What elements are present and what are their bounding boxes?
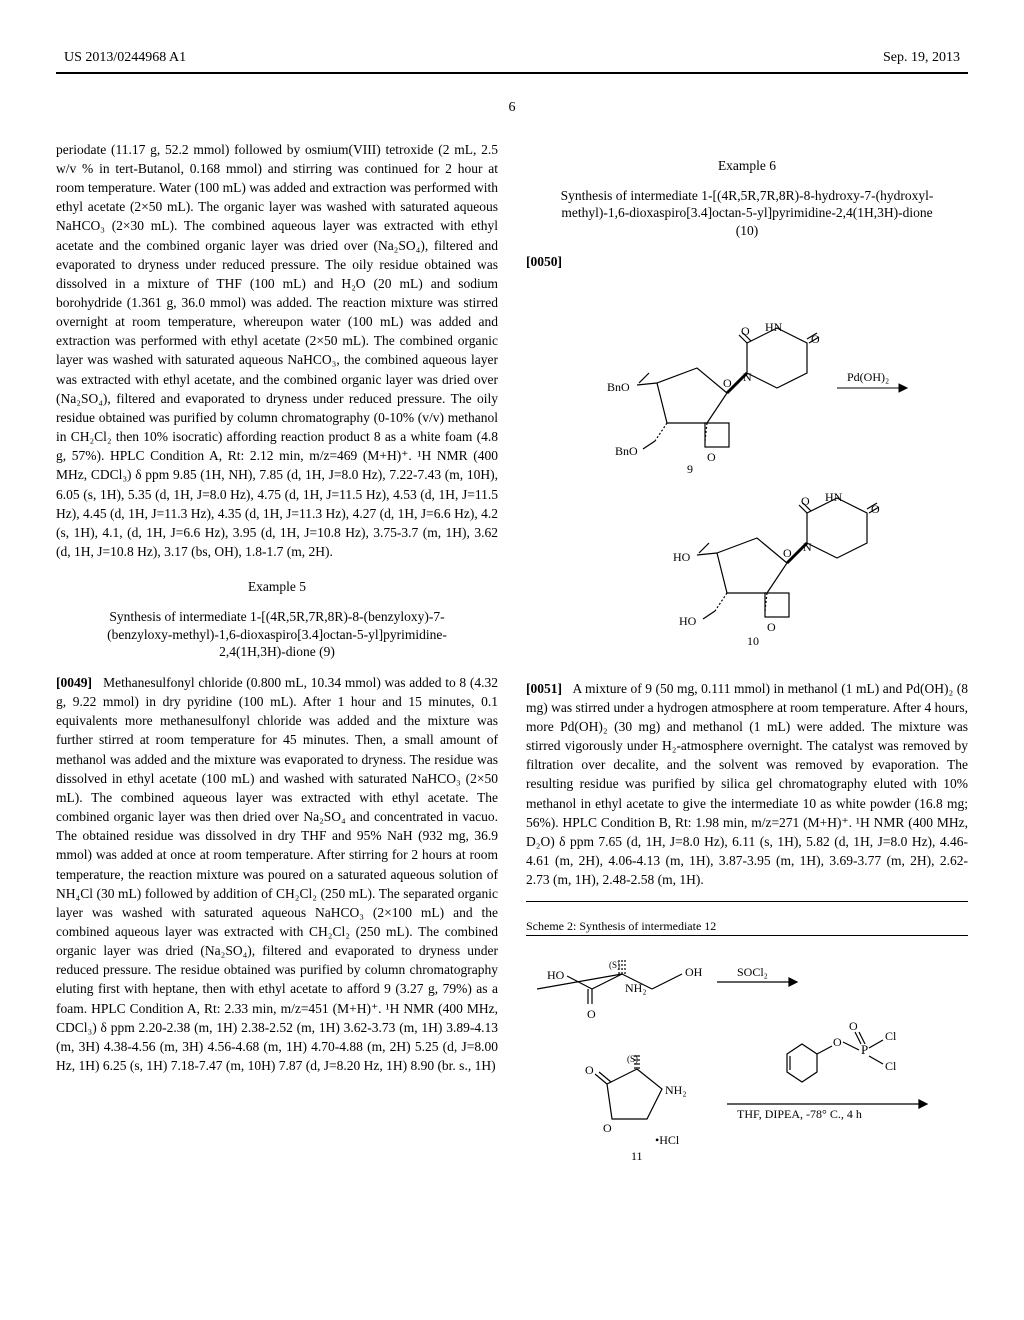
reaction-diagram-9-10: O O BnO BnO N HN O <box>526 283 968 663</box>
para-0049-num: [0049] <box>56 675 92 690</box>
scheme-2-svg: HO O (S) NH₂ OH <box>537 944 957 1194</box>
para-0049: [0049] Methanesulfonyl chloride (0.800 m… <box>56 673 498 1075</box>
svg-text:O: O <box>585 1063 594 1077</box>
svg-text:BnO: BnO <box>615 444 638 458</box>
scheme-2-diagram: HO O (S) NH₂ OH <box>526 944 968 1194</box>
svg-text:HO: HO <box>679 614 697 628</box>
svg-text:10: 10 <box>747 634 759 648</box>
page-header: US 2013/0244968 A1 Sep. 19, 2013 <box>56 48 968 68</box>
header-rule <box>56 72 968 74</box>
publication-date: Sep. 19, 2013 <box>883 48 960 68</box>
svg-text:NH₂: NH₂ <box>665 1083 687 1097</box>
svg-text:OH: OH <box>685 965 703 979</box>
svg-text:9: 9 <box>687 462 693 476</box>
page-number: 6 <box>56 98 968 118</box>
svg-text:P: P <box>861 1042 868 1057</box>
patent-number: US 2013/0244968 A1 <box>64 48 186 68</box>
two-column-layout: periodate (11.17 g, 52.2 mmol) followed … <box>56 140 968 1211</box>
svg-text:•HCl: •HCl <box>655 1133 680 1147</box>
para-0049-text: Methanesulfonyl chloride (0.800 mL, 10.3… <box>56 675 498 1073</box>
svg-text:HO: HO <box>547 968 565 982</box>
svg-text:SOCl₂: SOCl₂ <box>737 965 768 979</box>
example-6-subtitle: Synthesis of intermediate 1-[(4R,5R,7R,8… <box>550 187 944 240</box>
para-0051: [0051] A mixture of 9 (50 mg, 0.111 mmol… <box>526 679 968 890</box>
example-5-subtitle: Synthesis of intermediate 1-[(4R,5R,7R,8… <box>80 608 474 661</box>
svg-text:HO: HO <box>673 550 691 564</box>
para-0050: [0050] <box>526 252 968 271</box>
para-0051-num: [0051] <box>526 681 562 696</box>
svg-text:O: O <box>707 450 716 464</box>
example-6-title: Example 6 <box>526 156 968 175</box>
svg-text:(S): (S) <box>627 1054 638 1064</box>
svg-text:NH₂: NH₂ <box>625 981 647 995</box>
svg-text:(S): (S) <box>609 960 620 970</box>
scheme-2-title: Scheme 2: Synthesis of intermediate 12 <box>526 918 968 935</box>
scheme-rule-bottom <box>526 935 968 936</box>
svg-text:O: O <box>849 1019 858 1033</box>
bno-label: BnO <box>607 380 630 394</box>
para-0051-text: A mixture of 9 (50 mg, 0.111 mmol) in me… <box>526 681 968 888</box>
svg-text:HN: HN <box>765 320 783 334</box>
example-5-title: Example 5 <box>56 577 498 596</box>
svg-text:O: O <box>587 1007 596 1021</box>
right-column: Example 6 Synthesis of intermediate 1-[(… <box>526 140 968 1211</box>
svg-text:HN: HN <box>825 490 843 504</box>
svg-text:Cl: Cl <box>885 1029 897 1043</box>
para-0050-num: [0050] <box>526 254 562 269</box>
svg-text:O: O <box>767 620 776 634</box>
chem-structure-svg: O O BnO BnO N HN O <box>547 283 947 663</box>
svg-text:O: O <box>603 1121 612 1135</box>
svg-text:Cl: Cl <box>885 1059 897 1073</box>
left-column: periodate (11.17 g, 52.2 mmol) followed … <box>56 140 498 1211</box>
svg-text:THF, DIPEA, -78° C., 4 h: THF, DIPEA, -78° C., 4 h <box>737 1107 862 1121</box>
svg-text:O: O <box>833 1035 842 1049</box>
svg-text:Pd(OH)₂: Pd(OH)₂ <box>847 370 889 384</box>
para-0048-continuation: periodate (11.17 g, 52.2 mmol) followed … <box>56 140 498 561</box>
scheme-rule-top <box>526 901 968 902</box>
svg-text:11: 11 <box>631 1149 643 1163</box>
